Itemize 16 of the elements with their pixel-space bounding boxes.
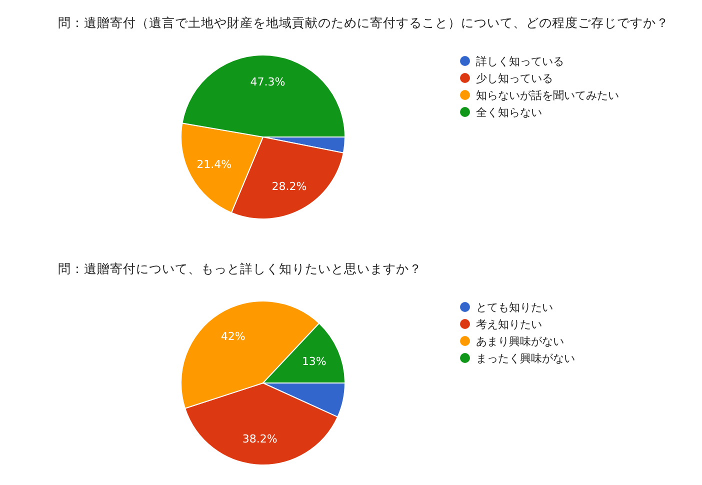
legend-label: まったく興味がない xyxy=(476,352,575,365)
legend-label: 少し知っている xyxy=(476,72,553,85)
legend-label: あまり興味がない xyxy=(476,335,564,348)
legend-label: 詳しく知っている xyxy=(476,55,564,68)
chart-title: 問：遺贈寄付について、もっと詳しく知りたいと思いますか？ xyxy=(58,261,422,276)
chart-title: 問：遺贈寄付（遺言で土地や財産を地域貢献のために寄付すること）について、どの程度ご存じですか？ xyxy=(58,15,669,30)
legend-label: 全く知らない xyxy=(476,106,542,119)
legend-label: 考え知りたい xyxy=(476,318,542,331)
data-label: 47.3% xyxy=(250,75,286,88)
data-label: 38.2% xyxy=(242,432,278,446)
data-label: 13% xyxy=(302,354,326,368)
legend-label: とても知りたい xyxy=(476,301,553,314)
data-label: 42% xyxy=(220,330,246,343)
data-label: 21.4% xyxy=(196,158,232,171)
legend-label: 知らないが話を聞いてみたい xyxy=(476,89,619,102)
data-label: 28.2% xyxy=(272,180,307,194)
